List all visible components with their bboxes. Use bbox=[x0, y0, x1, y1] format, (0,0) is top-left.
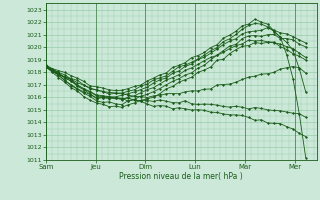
X-axis label: Pression niveau de la mer( hPa ): Pression niveau de la mer( hPa ) bbox=[119, 172, 243, 181]
